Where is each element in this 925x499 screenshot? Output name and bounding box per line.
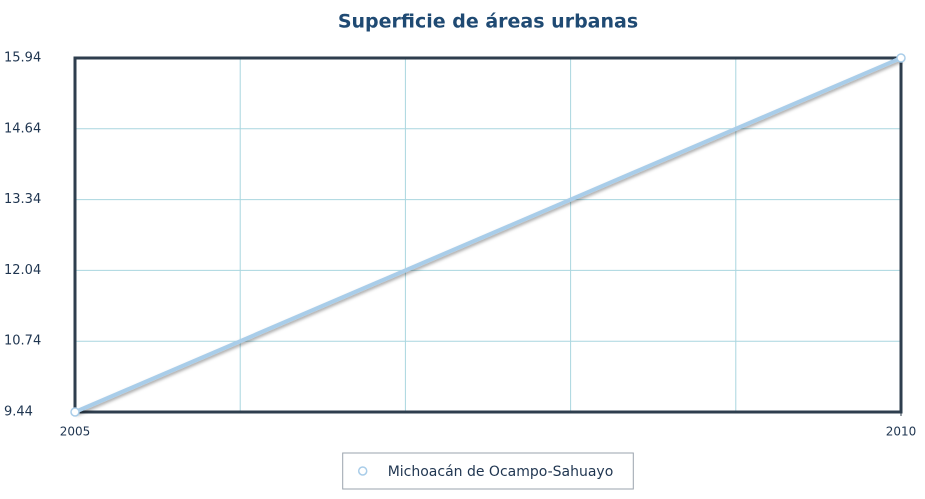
legend-box [342, 452, 634, 490]
series-line [74, 56, 902, 414]
plot-border [73, 56, 903, 414]
y-tick-label: 12.04 [4, 263, 41, 278]
y-tick-label: 10.74 [4, 334, 41, 349]
y-tick-label: 9.44 [4, 405, 33, 420]
x-tick-label: 2010 [886, 425, 917, 439]
legend: Michoacán de Ocampo-Sahuayo [342, 452, 634, 490]
point [896, 53, 906, 63]
chart-title: Superficie de áreas urbanas [338, 11, 638, 33]
legend-marker [357, 466, 368, 476]
y-tick-label: 13.34 [4, 192, 41, 207]
y-tick-label: 14.64 [4, 121, 41, 136]
point [70, 407, 80, 417]
x-tick-label: 2005 [60, 425, 91, 439]
legend-label: Michoacán de Ocampo-Sahuayo [388, 464, 614, 480]
y-tick-label: 15.94 [4, 51, 41, 66]
